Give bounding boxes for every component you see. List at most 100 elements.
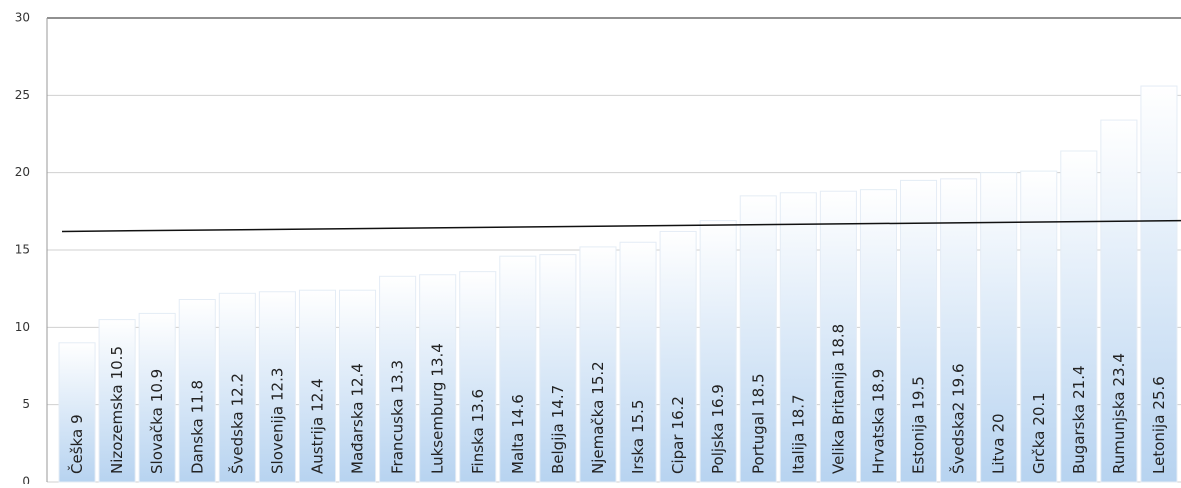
bar-label: Grčka 20.1 [1029, 392, 1047, 474]
value-label: 18.7 [789, 394, 807, 427]
bar-label: Francuska 13.3 [388, 360, 406, 474]
value-label: 20 [989, 413, 1007, 432]
bar-label: Bugarska 21.4 [1069, 365, 1087, 474]
bar [739, 195, 777, 483]
value-label: 13.3 [388, 360, 406, 393]
y-tick-label: 20 [15, 165, 30, 179]
bar-label: Slovenija 12.3 [268, 368, 286, 474]
bar-label: Danska 11.8 [188, 380, 206, 474]
category-label: Danska [188, 418, 206, 474]
bar [579, 246, 617, 483]
category-label: Njemačka [588, 400, 606, 474]
bar [1100, 119, 1138, 483]
category-label: Litva [989, 438, 1007, 474]
bar-label: Finska 13.6 [468, 389, 486, 474]
bar [499, 255, 537, 483]
bar [1020, 170, 1058, 483]
bar [58, 342, 96, 483]
bar-label: Njemačka 15.2 [588, 361, 606, 474]
value-label: 20.1 [1029, 392, 1047, 425]
category-label: Cipar [669, 434, 687, 474]
bar-label: Švedska 12.2 [227, 373, 246, 474]
bar [619, 241, 657, 483]
value-label: 11.8 [188, 380, 206, 413]
value-label: 14.7 [548, 385, 566, 418]
bar [859, 189, 897, 483]
bar-label: Češka 9 [67, 414, 86, 474]
value-label: 12.3 [268, 368, 286, 401]
category-label: Belgija [548, 423, 566, 474]
bar [298, 289, 336, 483]
category-label: Mađarska [348, 402, 366, 474]
bar [419, 274, 457, 483]
bar-label: Estonija 19.5 [909, 376, 927, 474]
category-label: Austrija [308, 417, 326, 474]
value-label: 12.4 [308, 378, 326, 411]
value-label: 18.5 [749, 373, 767, 406]
value-label: 18.8 [829, 324, 847, 357]
category-label: Hrvatska [869, 407, 887, 474]
bar [138, 312, 176, 483]
trend-line [61, 219, 1181, 233]
y-tick-label: 30 [15, 11, 30, 25]
bar-label: Hrvatska 18.9 [869, 369, 887, 474]
value-label: 10.5 [108, 346, 126, 379]
bar-label: Poljska 16.9 [709, 384, 727, 474]
y-tick-label: 15 [15, 243, 30, 257]
bar [779, 192, 817, 483]
y-tick-label: 10 [15, 320, 30, 334]
value-label: 13.4 [428, 343, 446, 376]
bar-label: Švedska2 19.6 [948, 363, 967, 474]
category-label: Grčka [1029, 431, 1047, 474]
bar [980, 172, 1018, 483]
category-label: Švedska2 [948, 402, 967, 474]
bar-label: Velika Britanija 18.8 [829, 324, 847, 474]
y-tick-label: 0 [22, 475, 30, 485]
category-label: Velika Britanija [829, 362, 847, 474]
category-label: Francuska [388, 398, 406, 474]
bar-label: Portugal 18.5 [749, 373, 767, 474]
bar [539, 254, 577, 483]
bar-label: Malta 14.6 [508, 394, 526, 474]
bar-label: Irska 15.5 [629, 400, 647, 474]
bar-label: Italija 18.7 [789, 394, 807, 474]
y-tick-label: 5 [22, 397, 30, 411]
bar [1140, 85, 1178, 483]
category-label: Irska [629, 438, 647, 474]
category-label: Finska [468, 427, 486, 474]
value-label: 9 [68, 414, 86, 424]
bar [900, 179, 938, 483]
bar-label: Cipar 16.2 [669, 396, 687, 474]
bar [178, 298, 216, 483]
bar [339, 289, 377, 483]
category-label: Estonija [909, 415, 927, 474]
category-label: Portugal [749, 412, 767, 474]
bar [819, 190, 857, 483]
value-label: 10.9 [148, 369, 166, 402]
value-label: 19.6 [949, 363, 967, 396]
category-label: Letonija [1149, 415, 1167, 474]
bar-label: Austrija 12.4 [308, 378, 326, 474]
bar [659, 230, 697, 483]
bar-label: Nizozemska 10.5 [108, 346, 126, 474]
bar-label: Luksemburg 13.4 [428, 343, 446, 474]
value-label: 21.4 [1069, 365, 1087, 398]
category-label: Nizozemska [108, 384, 126, 474]
category-label: Švedska [227, 411, 246, 474]
value-label: 15.5 [629, 400, 647, 433]
bar [1060, 150, 1098, 483]
bar [379, 275, 417, 483]
value-label: 12.2 [228, 373, 246, 406]
category-label: Bugarska [1069, 404, 1087, 474]
category-label: Slovenija [268, 406, 286, 474]
bar [98, 319, 136, 483]
value-label: 12.4 [348, 363, 366, 396]
bar [218, 292, 256, 483]
bar-label: Rumunjska 23.4 [1109, 353, 1127, 474]
category-label: Rumunjska [1109, 392, 1127, 474]
bar [940, 178, 978, 483]
value-label: 14.6 [508, 394, 526, 427]
bar-label: Slovačka 10.9 [148, 369, 166, 474]
bar-label: Letonija 25.6 [1149, 376, 1167, 474]
